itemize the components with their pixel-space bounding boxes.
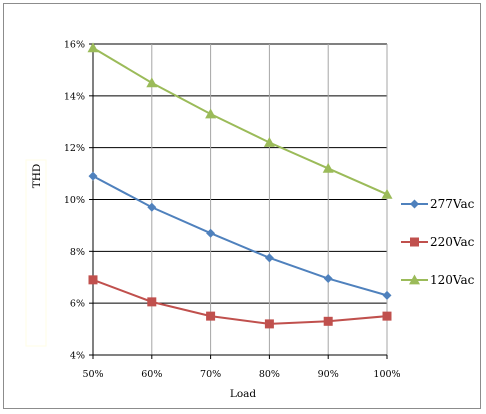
x-axis-title: Load [230,388,257,400]
x-tick-label-1: 60% [141,369,162,380]
y-tick-label-1: 6% [70,299,85,310]
legend-item-120Vac: 120Vac [401,273,475,287]
data-point-120Vac-3 [263,136,275,147]
legend-label-220Vac: 220Vac [430,235,475,249]
series-line-220Vac [92,278,388,325]
data-point-120Vac-0 [87,42,99,53]
y-axis-title: THD [31,164,43,189]
data-point-120Vac-4 [322,162,334,173]
x-tick-label-0: 50% [82,369,103,380]
legend-label-277Vac: 277Vac [430,197,475,211]
x-tick-label-2: 70% [200,369,221,380]
data-point-220Vac-3 [264,319,274,329]
series-line-277Vac [92,175,388,297]
data-point-277Vac-5 [382,290,392,300]
series-line-120Vac [92,47,388,196]
data-point-120Vac-2 [205,108,217,119]
legend-marker-120Vac [409,274,420,285]
data-point-220Vac-4 [323,316,333,326]
y-tick-label-4: 12% [64,143,85,154]
line-chart: 4% 6% 8% 10% 12% 14% 16% 50% 60% 70% 80% 90% 100% 2… [25,40,475,400]
legend-label-120Vac: 120Vac [430,273,475,287]
data-point-220Vac-5 [382,311,392,321]
data-point-120Vac-1 [146,77,158,88]
x-tick-label-3: 80% [259,369,280,380]
data-point-277Vac-4 [323,274,333,284]
data-point-220Vac-0 [88,275,98,285]
data-point-120Vac-5 [381,188,393,199]
series-277Vac [88,171,392,300]
legend-marker-220Vac [410,237,419,247]
x-tick-label-4: 90% [318,369,339,380]
axes [89,43,388,359]
legend: 277Vac 220Vac 120Vac [401,197,475,287]
data-point-277Vac-2 [206,228,216,238]
y-tick-label-6: 16% [64,40,85,51]
legend-marker-277Vac [410,199,419,209]
chart-frame: 4% 6% 8% 10% 12% 14% 16% 50% 60% 70% 80% 90% 100% 2… [3,3,481,409]
x-tick-label-5: 100% [373,369,400,380]
y-tick-label-3: 10% [64,195,85,206]
data-point-220Vac-1 [147,297,157,307]
series-220Vac [88,275,392,329]
y-tick-labels: 4% 6% 8% 10% 12% 14% 16% [64,40,85,362]
series-120Vac [87,42,393,199]
x-tick-labels: 50% 60% 70% 80% 90% 100% [82,369,400,380]
legend-item-277Vac: 277Vac [401,197,475,211]
data-point-277Vac-1 [147,202,157,212]
gridlines [93,43,388,355]
data-point-277Vac-3 [264,253,274,263]
data-point-277Vac-0 [88,171,98,181]
data-point-220Vac-2 [206,311,216,321]
legend-item-220Vac: 220Vac [401,235,475,249]
y-tick-label-0: 4% [70,351,85,362]
y-axis-title-box [25,159,47,347]
y-tick-label-2: 8% [70,247,85,258]
y-tick-label-5: 14% [64,91,85,102]
series-group [87,42,393,329]
